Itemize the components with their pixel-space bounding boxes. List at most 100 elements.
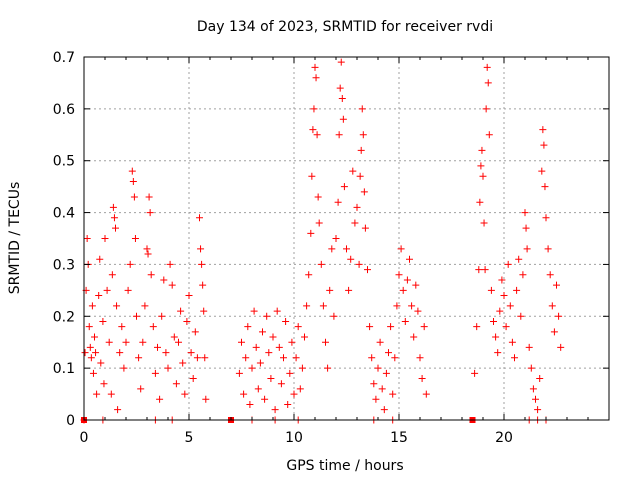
data-point — [389, 390, 397, 398]
data-point — [504, 260, 512, 268]
data-point — [166, 260, 174, 268]
data-point — [89, 369, 97, 377]
data-point — [305, 271, 313, 279]
data-point — [332, 235, 340, 242]
data-point — [553, 281, 560, 289]
data-point — [124, 286, 132, 294]
data-point — [385, 349, 392, 357]
data-point — [99, 317, 107, 325]
data-point — [544, 245, 552, 253]
data-point — [201, 354, 209, 362]
data-point — [403, 276, 411, 284]
data-point — [263, 312, 271, 320]
data-point — [143, 245, 151, 253]
data-point — [418, 375, 426, 383]
y-tick-label: 0.5 — [53, 154, 75, 170]
data-point — [339, 115, 347, 123]
data-point — [477, 162, 485, 170]
x-axis-label: GPS time / hours — [286, 458, 403, 474]
data-point — [414, 307, 422, 315]
data-point — [187, 349, 195, 357]
data-point — [265, 349, 273, 357]
data-point — [95, 292, 103, 300]
data-point — [198, 260, 206, 268]
data-point — [86, 343, 94, 351]
data-point — [85, 323, 93, 331]
x-tick-label: 5 — [185, 430, 194, 446]
data-point — [406, 255, 413, 263]
data-point — [254, 385, 262, 393]
data-point — [200, 307, 208, 315]
data-point — [130, 193, 138, 201]
data-point — [196, 214, 203, 222]
data-point — [267, 375, 275, 383]
data-point — [374, 364, 382, 372]
data-point — [529, 385, 537, 393]
data-point — [557, 343, 565, 351]
data-point — [202, 395, 210, 403]
x-tick-label: 15 — [390, 430, 408, 446]
data-point — [301, 333, 308, 341]
data-point — [478, 146, 486, 154]
data-point — [183, 317, 191, 325]
data-point — [172, 380, 180, 388]
data-point — [133, 312, 140, 320]
data-point — [387, 323, 395, 331]
data-point — [250, 307, 258, 315]
data-point — [292, 354, 300, 362]
data-point — [539, 126, 547, 134]
data-point — [110, 214, 118, 222]
data-point — [372, 395, 380, 403]
data-point — [107, 390, 115, 398]
grid-lines — [84, 57, 609, 420]
data-point — [275, 343, 283, 351]
data-point — [361, 224, 369, 232]
data-point — [482, 105, 490, 113]
data-point — [324, 364, 332, 372]
data-point — [88, 302, 96, 310]
data-point — [199, 281, 207, 289]
data-point — [112, 224, 119, 232]
data-point — [309, 126, 317, 134]
data-point — [397, 245, 405, 253]
data-point — [525, 343, 533, 351]
data-point — [280, 354, 287, 362]
data-point — [473, 323, 481, 331]
data-point — [513, 286, 521, 294]
data-point — [408, 302, 416, 310]
data-point — [502, 323, 510, 331]
data-point — [149, 323, 157, 331]
data-point — [345, 286, 353, 294]
data-point — [269, 333, 277, 341]
data-point — [135, 354, 143, 362]
data-point — [177, 307, 185, 315]
data-point — [120, 364, 128, 372]
data-point — [96, 255, 104, 263]
data-point — [261, 395, 269, 403]
y-tick-label: 0.1 — [53, 361, 75, 377]
data-point — [189, 375, 197, 383]
data-point — [193, 354, 201, 362]
data-point — [101, 235, 109, 242]
data-point — [114, 406, 122, 414]
data-point — [376, 338, 384, 346]
data-point — [307, 229, 315, 237]
data-point — [355, 260, 363, 268]
data-point — [317, 260, 325, 268]
data-point — [515, 255, 523, 263]
data-point — [158, 312, 166, 320]
data-point — [357, 146, 365, 154]
data-point — [517, 312, 525, 320]
data-point — [162, 349, 170, 357]
data-point — [522, 224, 530, 232]
data-point — [480, 219, 488, 227]
data-point — [360, 188, 368, 196]
data-point — [358, 105, 366, 113]
data-point — [118, 323, 126, 331]
data-point — [259, 328, 266, 336]
data-point — [286, 369, 294, 377]
data-point — [242, 354, 250, 362]
data-point — [476, 198, 484, 206]
data-point — [122, 338, 130, 346]
